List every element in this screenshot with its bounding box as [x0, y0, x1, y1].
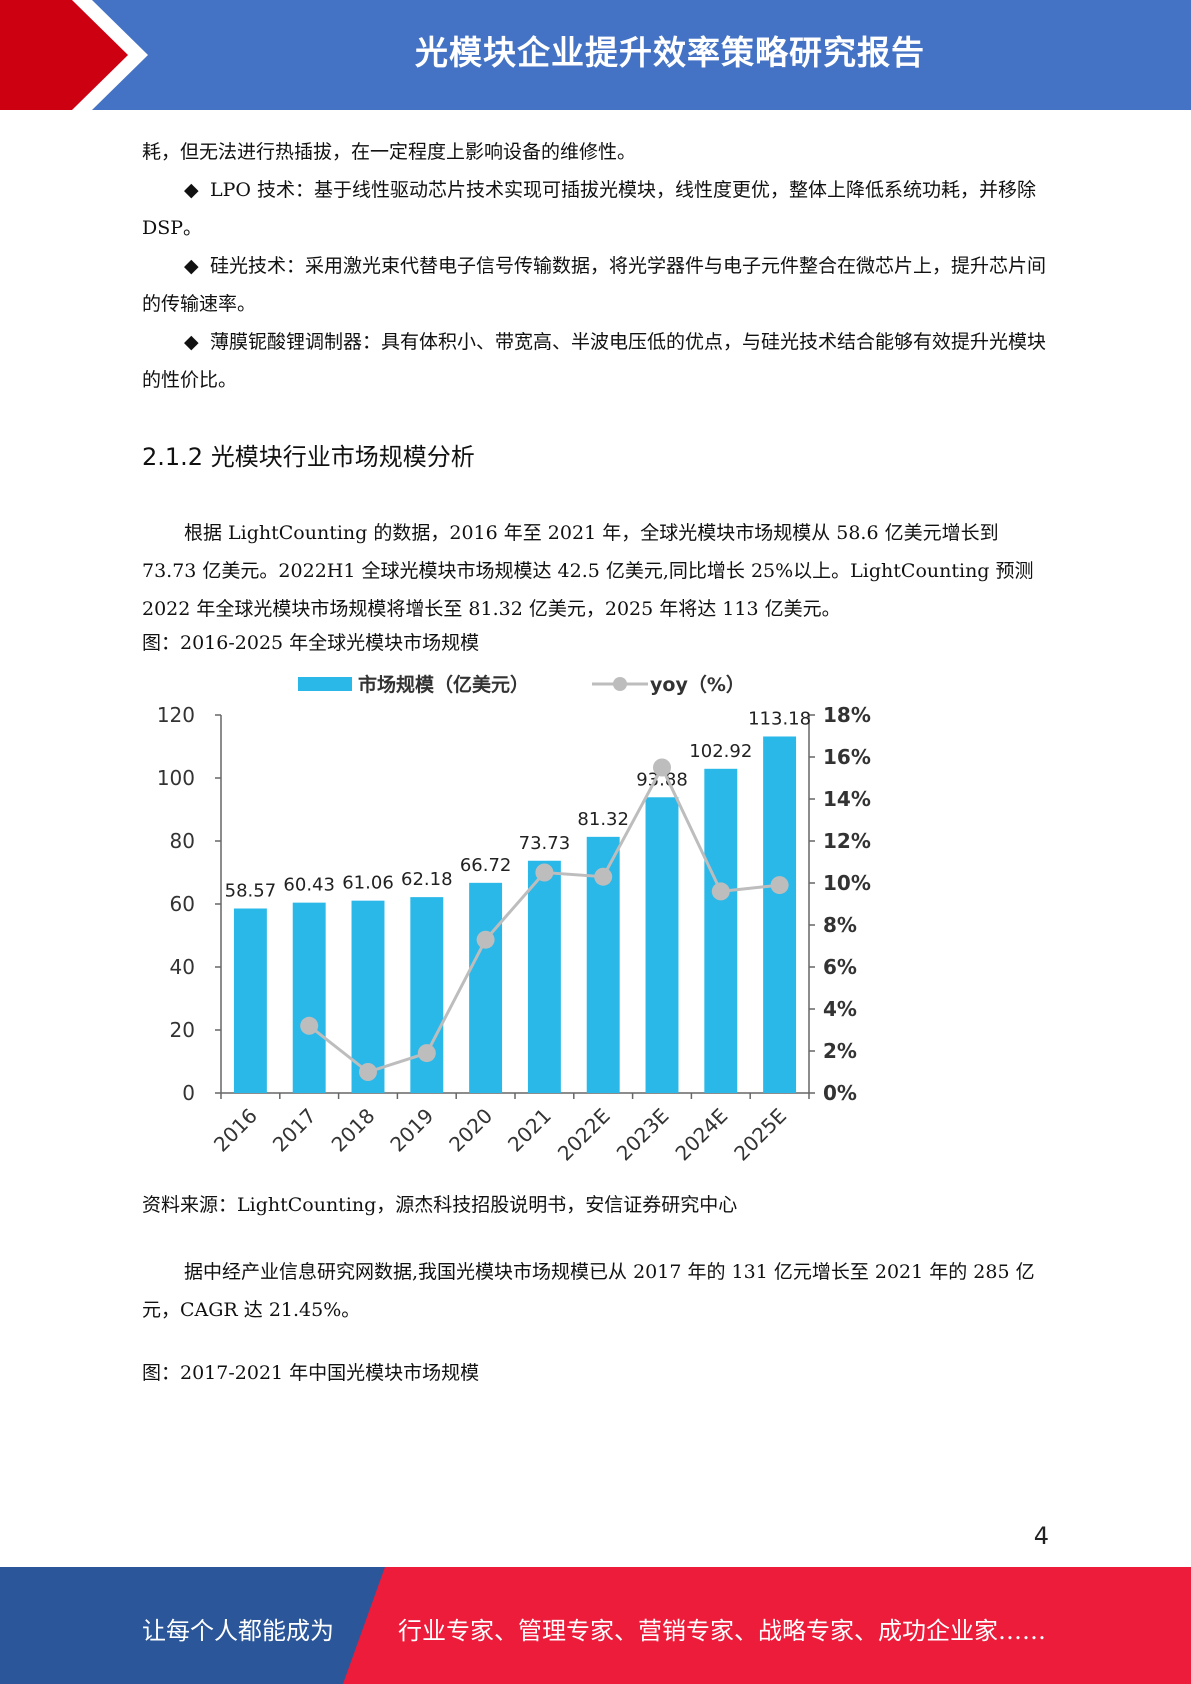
yoy-point — [770, 876, 789, 895]
figure-2-caption: 图：2017-2021 年中国光模块市场规模 — [142, 1362, 480, 1384]
header-red-chevron — [0, 0, 128, 110]
yoy-point — [711, 882, 730, 901]
x-tick-label: 2019 — [385, 1104, 438, 1157]
x-tick-label: 2022E — [553, 1104, 615, 1166]
bullet-silicon-photonics: ◆ 硅光技术：采用激光束代替电子信号传输数据，将光学器件与电子元件整合在微芯片上，… — [142, 247, 1047, 323]
diamond-bullet-icon: ◆ — [184, 255, 199, 277]
x-tick-label: 2025E — [729, 1104, 791, 1166]
bar-data-label: 58.57 — [225, 881, 277, 902]
left-tick-label: 80 — [170, 829, 195, 853]
bar-data-label: 61.06 — [342, 873, 394, 894]
left-tick-label: 0 — [182, 1081, 195, 1105]
footer-slogan-left: 让每个人都能成为 — [142, 1617, 334, 1645]
bullet-tfln: ◆ 薄膜铌酸锂调制器：具有体积小、带宽高、半波电压低的优点，与硅光技术结合能够有效… — [142, 323, 1047, 399]
left-tick-label: 60 — [170, 892, 195, 916]
x-tick-label: 2024E — [670, 1104, 732, 1166]
x-tick-label: 2016 — [209, 1104, 262, 1157]
x-tick-label: 2023E — [612, 1104, 674, 1166]
footer-banner — [0, 1567, 1191, 1684]
bar — [410, 897, 444, 1093]
bar — [351, 900, 385, 1093]
bar — [704, 768, 738, 1093]
bar-data-label: 62.18 — [401, 869, 453, 890]
legend-line-label: yoy（%） — [650, 673, 745, 696]
right-tick-label: 6% — [823, 955, 857, 979]
footer-slogan-right: 行业专家、管理专家、营销专家、战略专家、成功企业家…… — [398, 1617, 1046, 1645]
paragraph-global-market: 根据 LightCounting 的数据，2016 年至 2021 年，全球光模… — [142, 522, 1034, 620]
diamond-bullet-icon: ◆ — [184, 331, 199, 353]
legend-bar-label: 市场规模（亿美元） — [358, 673, 529, 696]
bar — [233, 908, 267, 1093]
header-banner — [0, 0, 1191, 110]
paragraph-china-market: 据中经产业信息研究网数据,我国光模块市场规模已从 2017 年的 131 亿元增… — [142, 1261, 1035, 1321]
x-tick-label: 2020 — [444, 1104, 497, 1157]
bar — [292, 902, 326, 1093]
yoy-point — [594, 867, 613, 886]
figure-1-source: 资料来源：LightCounting，源杰科技招股说明书，安信证券研究中心 — [142, 1194, 738, 1216]
footer-blue-band — [0, 1567, 385, 1684]
page-footer: 让每个人都能成为 行业专家、管理专家、营销专家、战略专家、成功企业家…… — [0, 1567, 1191, 1684]
right-tick-label: 8% — [823, 913, 857, 937]
x-tick-label: 2021 — [503, 1104, 556, 1157]
right-tick-label: 10% — [823, 871, 871, 895]
bullet-lpo: ◆ LPO 技术：基于线性驱动芯片技术实现可插拔光模块，线性度更优，整体上降低系统… — [142, 171, 1047, 247]
yoy-point — [653, 758, 671, 777]
left-tick-label: 100 — [157, 766, 195, 790]
right-tick-label: 12% — [823, 829, 871, 853]
bar — [469, 882, 503, 1093]
bullet-tfln-text: 薄膜铌酸锂调制器：具有体积小、带宽高、半波电压低的优点，与硅光技术结合能够有效提… — [142, 331, 1047, 391]
right-tick-label: 0% — [823, 1081, 857, 1105]
right-tick-label: 18% — [823, 703, 871, 727]
bar-data-label: 73.73 — [519, 833, 571, 854]
diamond-bullet-icon: ◆ — [184, 179, 199, 201]
bar — [645, 797, 679, 1093]
bar-data-label: 81.32 — [577, 809, 629, 830]
bar — [763, 736, 797, 1093]
right-tick-label: 2% — [823, 1039, 857, 1063]
bullet-silicon-photonics-text: 硅光技术：采用激光束代替电子信号传输数据，将光学器件与电子元件整合在微芯片上，提… — [142, 255, 1047, 315]
bar-data-label: 102.92 — [689, 741, 752, 762]
legend-line-marker — [613, 677, 627, 691]
paragraph-continuation: 耗，但无法进行热插拔，在一定程度上影响设备的维修性。 — [142, 141, 637, 163]
page-number: 4 — [1033, 1522, 1049, 1550]
yoy-point — [535, 863, 554, 882]
right-tick-label: 14% — [823, 787, 871, 811]
bar — [527, 860, 561, 1093]
page-header: 光模块企业提升效率策略研究报告 — [0, 0, 1191, 110]
right-tick-label: 4% — [823, 997, 857, 1021]
bullet-lpo-text: LPO 技术：基于线性驱动芯片技术实现可插拔光模块，线性度更优，整体上降低系统功… — [142, 179, 1037, 239]
yoy-point — [476, 930, 495, 949]
bar-data-label: 93.88 — [636, 769, 688, 790]
bar-data-label: 113.18 — [748, 708, 811, 729]
x-tick-label: 2017 — [268, 1104, 321, 1157]
x-tick-label: 2018 — [327, 1104, 380, 1157]
left-tick-label: 40 — [170, 955, 195, 979]
header-blue-band — [0, 0, 1191, 110]
left-tick-label: 20 — [170, 1018, 195, 1042]
section-heading: 2.1.2 光模块行业市场规模分析 — [142, 443, 475, 471]
header-title: 光模块企业提升效率策略研究报告 — [415, 33, 925, 72]
figure-1-caption: 图：2016-2025 年全球光模块市场规模 — [142, 632, 480, 654]
bar-data-label: 66.72 — [460, 855, 512, 876]
bar-data-label: 60.43 — [283, 875, 335, 896]
right-tick-label: 16% — [823, 745, 871, 769]
left-tick-label: 120 — [157, 703, 195, 727]
legend-bar-swatch — [298, 677, 352, 691]
yoy-point — [359, 1063, 377, 1081]
yoy-point — [417, 1044, 436, 1063]
yoy-point — [300, 1016, 319, 1035]
global-market-chart: 市场规模（亿美元） yoy（%） 0 20 40 60 80 100 120 0% 2% 4% 6% 8%… — [157, 673, 871, 1166]
